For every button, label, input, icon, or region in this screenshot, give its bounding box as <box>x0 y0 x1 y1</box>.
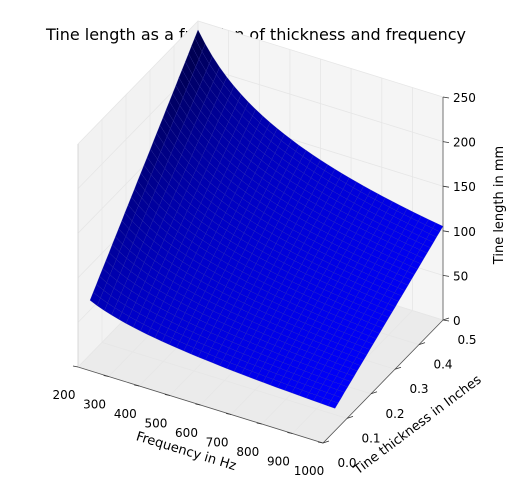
z-tick-label: 250 <box>453 91 476 105</box>
x-tick-label: 300 <box>83 398 106 412</box>
z-tick-label: 100 <box>453 225 476 239</box>
y-tick-label: 0.4 <box>433 358 452 372</box>
z-tick-label: 150 <box>453 180 476 194</box>
y-tick-mark <box>394 366 402 370</box>
y-tick-label: 0.0 <box>337 456 356 470</box>
z-tick-mark <box>442 185 450 188</box>
z-axis-label: Tine length in mm <box>492 146 507 265</box>
x-tick-mark <box>195 403 201 406</box>
y-tick-mark <box>322 440 330 444</box>
y-tick-mark <box>370 391 378 395</box>
y-tick-mark <box>442 317 450 321</box>
surface-patch <box>327 400 339 409</box>
x-tick-mark <box>164 394 170 396</box>
z-tick-mark <box>442 141 450 143</box>
z-tick-label: 200 <box>453 136 476 150</box>
z-tick-label: 50 <box>453 269 468 283</box>
x-tick-label: 200 <box>53 388 76 402</box>
grid-line-z <box>77 20 444 145</box>
x-tick-mark <box>256 422 262 425</box>
x-tick-mark <box>226 413 232 415</box>
y-tick-label: 0.5 <box>457 333 476 347</box>
tick-labels: 20030040050060070080090010000.00.10.20.3… <box>53 91 477 478</box>
z-tick-label: 0 <box>453 314 461 328</box>
x-tick-label: 700 <box>206 436 229 450</box>
x-tick-label: 800 <box>236 445 259 459</box>
surface-mesh <box>89 29 444 409</box>
y-tick-label: 0.3 <box>409 382 428 396</box>
x-tick-mark <box>72 365 79 368</box>
x-tick-label: 600 <box>175 426 198 440</box>
x-tick-mark <box>103 375 109 377</box>
chart-title: Tine length as a function of thickness a… <box>45 25 466 44</box>
y-tick-label: 0.2 <box>385 407 404 421</box>
x-tick-label: 500 <box>144 417 167 431</box>
y-tick-mark <box>418 342 426 345</box>
z-tick-mark <box>442 96 450 99</box>
x-tick-label: 900 <box>267 455 290 469</box>
z-tick-mark <box>442 230 450 233</box>
y-tick-mark <box>346 416 354 419</box>
x-tick-mark <box>317 441 324 444</box>
x-tick-mark <box>134 384 140 387</box>
x-tick-label: 1000 <box>294 464 325 478</box>
y-tick-label: 0.1 <box>361 431 380 445</box>
z-tick-mark <box>442 319 450 322</box>
z-tick-mark <box>442 275 450 277</box>
x-tick-mark <box>287 432 293 434</box>
x-tick-label: 400 <box>114 407 137 421</box>
